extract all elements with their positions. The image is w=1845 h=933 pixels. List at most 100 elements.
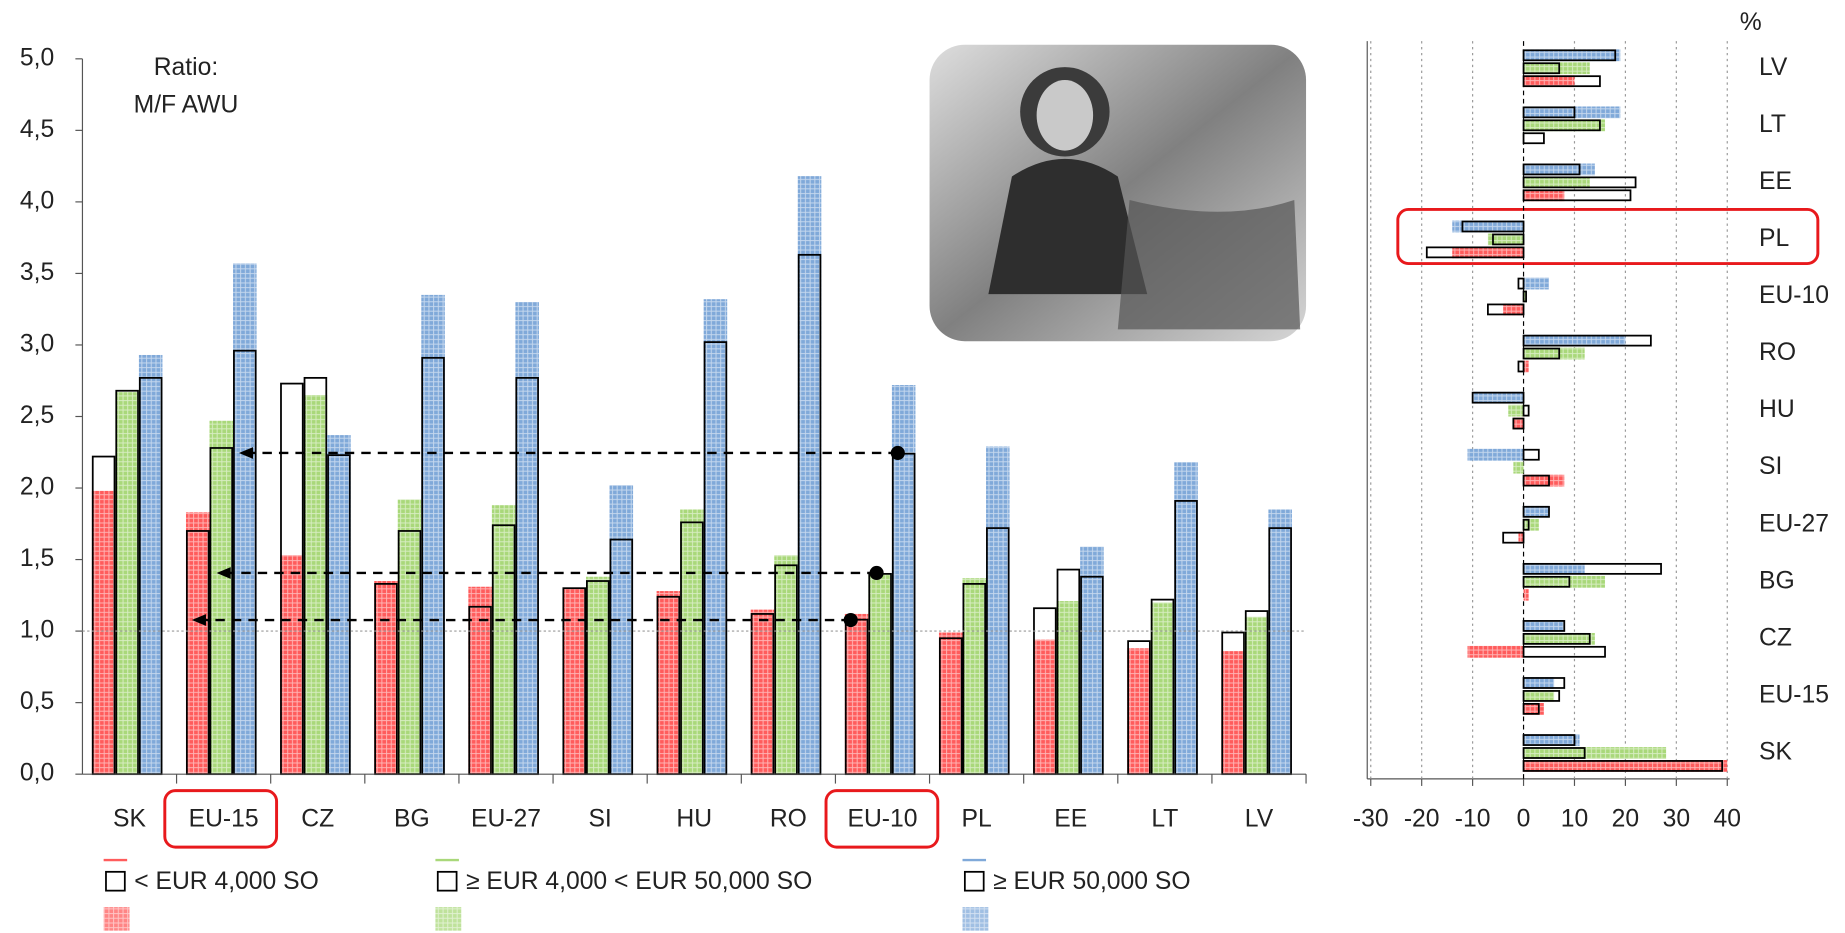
bar	[1452, 246, 1524, 259]
bar-outline	[1522, 75, 1601, 88]
bar	[680, 509, 704, 775]
y-tick-label: EU-10	[1759, 282, 1829, 309]
bar	[562, 588, 587, 775]
y-tick-label: HU	[1759, 396, 1795, 423]
bar	[1221, 651, 1245, 775]
annotation: Ratio:	[154, 54, 219, 81]
bar	[233, 263, 257, 775]
bar	[209, 420, 234, 775]
y-tick-label: 3,0	[20, 330, 54, 357]
y-tick-label: 3,5	[20, 259, 54, 286]
bar	[1523, 75, 1575, 88]
bar-outline	[1522, 760, 1724, 772]
bar	[844, 613, 869, 775]
bar-outline	[1517, 277, 1525, 290]
bar-outline	[1425, 246, 1525, 259]
bar-outline	[1522, 448, 1540, 461]
bar-outline	[1522, 734, 1576, 746]
bar	[1467, 448, 1524, 461]
legend-box	[436, 870, 458, 892]
x-tick-label: SI	[588, 806, 611, 833]
bar	[1523, 49, 1621, 62]
bar	[1508, 404, 1524, 417]
legend-box	[105, 870, 126, 892]
bar-outline	[1522, 49, 1617, 62]
bar-outline	[1522, 645, 1606, 658]
bar	[303, 395, 328, 775]
y-tick-label: 2,5	[20, 402, 54, 429]
bar	[397, 499, 422, 775]
bar	[1523, 334, 1626, 347]
y-tick-label: 0,5	[20, 688, 54, 715]
bar	[1503, 303, 1524, 316]
y-tick-label: 4,0	[20, 187, 54, 214]
bar	[1523, 690, 1555, 702]
bar	[185, 512, 210, 775]
bar-outline	[1471, 391, 1525, 404]
y-tick-label: BG	[1759, 567, 1795, 594]
bar-outline	[1522, 474, 1550, 487]
bar-outline	[1517, 360, 1525, 373]
bar	[1523, 176, 1590, 189]
bar-outline	[1522, 176, 1637, 189]
bar	[962, 578, 987, 775]
bar	[1523, 290, 1527, 303]
x-tick-label: 20	[1612, 806, 1639, 833]
bar-outline	[1487, 303, 1525, 316]
legend-swatch	[962, 907, 989, 931]
x-tick-label: 10	[1561, 806, 1588, 833]
x-tick-label: RO	[770, 806, 807, 833]
annotation: M/F AWU	[134, 91, 239, 118]
highlight-box	[163, 789, 279, 849]
bar	[1523, 106, 1621, 119]
bar	[1268, 509, 1292, 775]
bar	[1523, 620, 1565, 632]
bar	[586, 576, 610, 775]
x-tick-label: LV	[1245, 806, 1274, 833]
bar	[491, 505, 516, 775]
y-tick-label: EU-15	[1759, 681, 1829, 708]
bar-outline	[1522, 62, 1561, 75]
bar-outline	[1502, 531, 1525, 544]
bar	[750, 609, 775, 775]
bar	[1523, 588, 1529, 601]
y-tick-label: EE	[1759, 168, 1792, 195]
bar-outline	[1522, 334, 1652, 347]
bar-outline	[1522, 132, 1545, 145]
bar-outline	[1522, 518, 1530, 531]
x-tick-label: EU-10	[848, 806, 918, 833]
bar	[1174, 462, 1198, 775]
legend-swatch	[435, 907, 462, 931]
bar	[1523, 360, 1529, 373]
bar	[1080, 546, 1104, 775]
bar	[1523, 518, 1539, 531]
bar	[656, 591, 681, 775]
bar	[1452, 220, 1524, 233]
bar	[1523, 702, 1544, 715]
x-tick-label: 40	[1714, 806, 1741, 833]
x-tick-label: LT	[1151, 806, 1178, 833]
bar	[1472, 391, 1524, 404]
highlight-box	[824, 789, 940, 849]
bar	[468, 586, 492, 775]
y-tick-label: RO	[1759, 339, 1796, 366]
bar	[327, 435, 351, 775]
bar	[115, 392, 139, 775]
bar	[1523, 189, 1565, 202]
y-tick-label: PL	[1759, 225, 1789, 252]
bar-outline	[1522, 505, 1550, 518]
bar-outline	[1522, 290, 1527, 303]
bar	[609, 485, 634, 775]
bar-outline	[1522, 347, 1561, 360]
bar	[374, 581, 398, 775]
bar-outline	[1522, 562, 1662, 575]
bar-outline	[1522, 620, 1566, 632]
y-tick-label: 2,0	[20, 474, 54, 501]
bar-outline	[1512, 417, 1525, 430]
bar	[797, 176, 822, 775]
bar	[1523, 747, 1667, 759]
bar-outline	[1522, 747, 1586, 759]
bar	[1523, 347, 1585, 360]
bar-outline	[1522, 677, 1566, 689]
